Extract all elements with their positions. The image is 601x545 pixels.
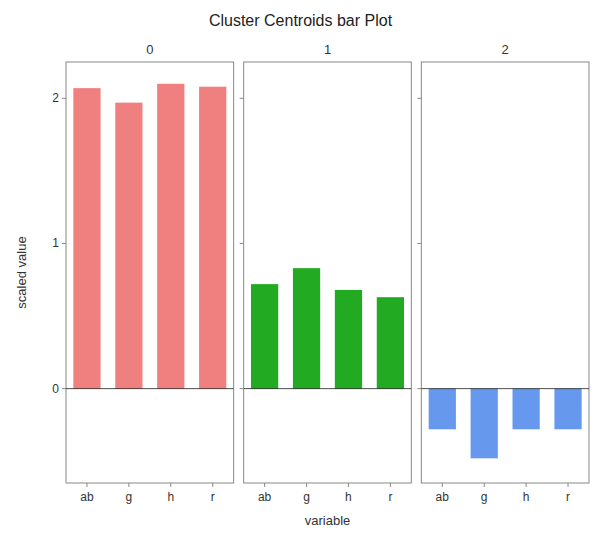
- bars: [421, 389, 589, 459]
- x-tick: [264, 483, 265, 487]
- y-tick-label: 1: [52, 236, 59, 250]
- x-tick: [212, 483, 213, 487]
- bars: [66, 84, 234, 389]
- panel-title: 2: [502, 42, 509, 57]
- x-tick-label: h: [345, 490, 352, 504]
- y-tick: [240, 388, 244, 389]
- y-tick: [62, 98, 66, 99]
- plot-frame: [244, 62, 412, 483]
- x-tick-label: h: [523, 490, 530, 504]
- bar: [199, 87, 226, 389]
- panel: ab g h r 2: [417, 42, 589, 504]
- panel-title: 1: [324, 42, 331, 57]
- bar: [115, 103, 142, 389]
- x-tick: [568, 483, 569, 487]
- bar: [251, 284, 278, 389]
- y-tick: [62, 388, 66, 389]
- x-tick: [442, 483, 443, 487]
- bar: [471, 389, 498, 459]
- zero-line: [66, 388, 234, 389]
- x-tick: [128, 483, 129, 487]
- x-tick: [306, 483, 307, 487]
- y-tick: [417, 98, 421, 99]
- bar: [554, 389, 581, 430]
- zero-line: [421, 388, 589, 389]
- y-tick: [240, 243, 244, 244]
- x-tick: [170, 483, 171, 487]
- bar: [73, 88, 100, 389]
- panel: ab g h r 1 variable: [240, 42, 412, 528]
- x-tick-label: r: [566, 490, 570, 504]
- chart-root: Cluster Centroids bar Plot 0 1 2 ab g h r 0 scale…: [0, 0, 601, 545]
- y-tick: [417, 388, 421, 389]
- x-tick: [526, 483, 527, 487]
- x-tick: [86, 483, 87, 487]
- bar: [377, 297, 404, 388]
- panel: 0 1 2 ab g h r 0 scaled value: [14, 42, 234, 504]
- x-tick-label: ab: [80, 490, 94, 504]
- zero-line: [244, 388, 412, 389]
- chart-title: Cluster Centroids bar Plot: [209, 12, 393, 29]
- x-tick-label: g: [481, 490, 488, 504]
- y-tick: [240, 98, 244, 99]
- y-tick-label: 0: [52, 382, 59, 396]
- y-tick: [417, 243, 421, 244]
- panel-title: 0: [146, 42, 153, 57]
- x-tick: [484, 483, 485, 487]
- x-tick-label: g: [126, 490, 133, 504]
- y-tick-label: 2: [52, 91, 59, 105]
- bars: [244, 268, 412, 388]
- bar: [335, 290, 362, 389]
- x-tick-label: g: [303, 490, 310, 504]
- bar: [429, 389, 456, 430]
- y-axis-label: scaled value: [14, 236, 29, 308]
- bar: [157, 84, 184, 389]
- x-tick-label: r: [388, 490, 392, 504]
- x-tick-label: ab: [258, 490, 272, 504]
- y-tick: [62, 243, 66, 244]
- x-tick: [390, 483, 391, 487]
- plot-frame: [66, 62, 234, 483]
- bar: [513, 389, 540, 430]
- x-tick: [348, 483, 349, 487]
- x-axis-label: variable: [305, 513, 351, 528]
- x-tick-label: h: [167, 490, 174, 504]
- plot-frame: [421, 62, 589, 483]
- x-tick-label: ab: [436, 490, 450, 504]
- bar: [293, 268, 320, 388]
- x-tick-label: r: [211, 490, 215, 504]
